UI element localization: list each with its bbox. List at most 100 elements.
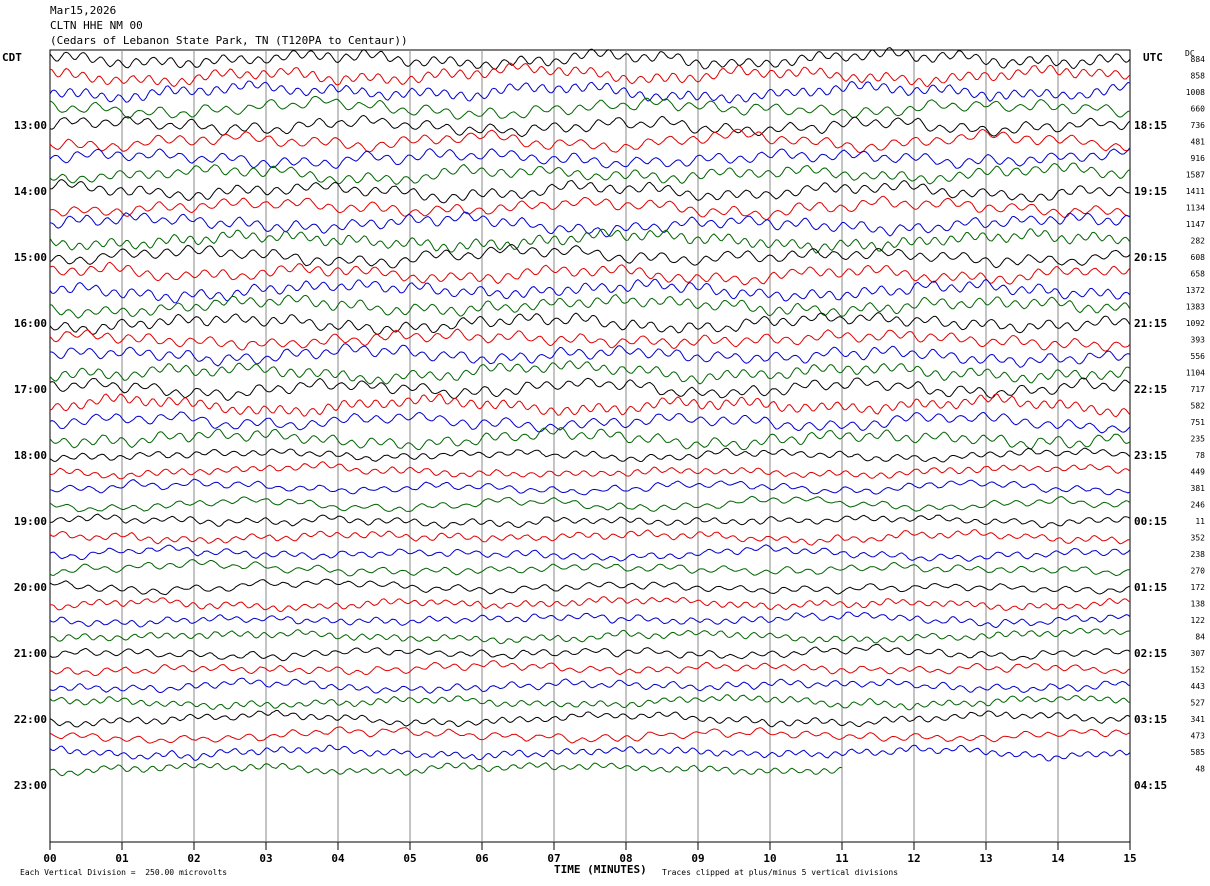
trace-line [50, 343, 1131, 368]
dc-offset-label: 122 [1191, 616, 1206, 625]
trace-line [49, 427, 1131, 451]
trace-line [49, 243, 1131, 269]
dc-offset-label: 11 [1195, 517, 1205, 526]
trace-line [49, 762, 843, 777]
left-hour-label: 18:00 [14, 449, 47, 462]
dc-offset-label: 352 [1191, 534, 1206, 543]
left-hour-label: 15:00 [14, 251, 47, 264]
trace-line [49, 677, 1131, 694]
dc-offset-label: 884 [1191, 55, 1206, 64]
trace-line [49, 211, 1131, 238]
header-date: Mar15,2026 [50, 4, 117, 17]
left-hour-label: 20:00 [14, 581, 47, 594]
trace-line [49, 179, 1131, 204]
dc-offset-label: 449 [1191, 468, 1206, 477]
dc-offset-label: 473 [1191, 732, 1206, 741]
right-hour-label: 19:15 [1134, 185, 1167, 198]
trace-line [49, 544, 1131, 562]
dc-offset-label: 84 [1195, 633, 1205, 642]
trace-line [49, 411, 1131, 434]
dc-offset-label: 556 [1191, 352, 1206, 361]
x-tick-label: 12 [907, 852, 920, 865]
trace-line [49, 47, 1131, 70]
trace-line [49, 278, 1131, 304]
trace-line [49, 377, 1131, 402]
plot-frame [49, 49, 1131, 843]
left-hour-label: 13:00 [14, 119, 47, 132]
right-hour-label: 21:15 [1134, 317, 1167, 330]
trace-line [49, 261, 1131, 286]
left-timezone: CDT [2, 51, 22, 64]
dc-offset-label: 585 [1191, 748, 1206, 757]
x-tick-label: 07 [547, 852, 560, 865]
trace-line [49, 478, 1131, 496]
trace-line [49, 529, 1131, 546]
left-hour-label: 22:00 [14, 713, 47, 726]
dc-offset-label: 341 [1191, 715, 1206, 724]
dc-offset-label: 238 [1191, 550, 1206, 559]
header-location: (Cedars of Lebanon State Park, TN (T120P… [50, 34, 408, 47]
trace-line [49, 495, 1131, 513]
dc-offset-label: 172 [1191, 583, 1206, 592]
dc-offset-label: 78 [1195, 451, 1205, 460]
x-tick-label: 11 [835, 852, 849, 865]
left-hour-label: 16:00 [14, 317, 47, 330]
dc-offset-label: 1411 [1186, 187, 1205, 196]
dc-offset-label: 235 [1191, 435, 1206, 444]
x-tick-label: 10 [763, 852, 776, 865]
trace-line [49, 643, 1131, 662]
left-hour-label: 19:00 [14, 515, 47, 528]
dc-offset-label: 858 [1191, 72, 1206, 81]
trace-line [49, 162, 1131, 185]
dc-offset-label: 138 [1191, 600, 1206, 609]
dc-offset-label: 246 [1191, 501, 1206, 510]
dc-offset-label: 527 [1191, 699, 1206, 708]
trace-line [49, 62, 1131, 88]
trace-line [49, 228, 1131, 254]
trace-line [49, 114, 1131, 138]
right-timezone: UTC [1143, 51, 1163, 64]
right-hour-label: 01:15 [1134, 581, 1167, 594]
x-axis-title: TIME (MINUTES) [554, 863, 647, 876]
trace-line [49, 710, 1131, 728]
x-tick-label: 08 [619, 852, 632, 865]
x-tick-label: 09 [691, 852, 704, 865]
dc-offset-label: 608 [1191, 253, 1206, 262]
trace-line [49, 195, 1131, 221]
trace-line [49, 627, 1131, 645]
dc-offset-label: 1008 [1186, 88, 1205, 97]
dc-offset-label: 1104 [1186, 369, 1205, 378]
left-hour-label: 23:00 [14, 779, 47, 792]
trace-line [49, 360, 1131, 385]
dc-offset-label: 48 [1195, 765, 1205, 774]
x-tick-label: 01 [115, 852, 129, 865]
right-hour-label: 02:15 [1134, 647, 1167, 660]
trace-line [49, 294, 1131, 319]
time-grid [49, 49, 1131, 850]
dc-offset-label: 916 [1191, 154, 1206, 163]
trace-line [49, 461, 1131, 480]
dc-offset-label: 751 [1191, 418, 1206, 427]
trace-line [49, 513, 1131, 529]
dc-offset-label: 381 [1191, 484, 1206, 493]
trace-line [49, 393, 1131, 418]
trace-line [49, 578, 1131, 596]
right-hour-label: 23:15 [1134, 449, 1167, 462]
trace-line [49, 596, 1131, 613]
dc-offset-label: 717 [1191, 385, 1206, 394]
trace-line [49, 128, 1131, 154]
dc-offset-label: 658 [1191, 270, 1206, 279]
dc-offset-label: 1383 [1186, 303, 1205, 312]
right-hour-label: 18:15 [1134, 119, 1167, 132]
dc-offset-label: 307 [1191, 649, 1206, 658]
dc-offset-label: 282 [1191, 237, 1206, 246]
x-tick-label: 03 [259, 852, 272, 865]
trace-line [49, 660, 1131, 677]
x-tick-label: 13 [979, 852, 992, 865]
right-hour-label: 04:15 [1134, 779, 1167, 792]
x-tick-label: 06 [475, 852, 489, 865]
x-tick-label: 04 [331, 852, 345, 865]
dc-offset-label: 660 [1191, 105, 1206, 114]
left-hour-label: 14:00 [14, 185, 47, 198]
